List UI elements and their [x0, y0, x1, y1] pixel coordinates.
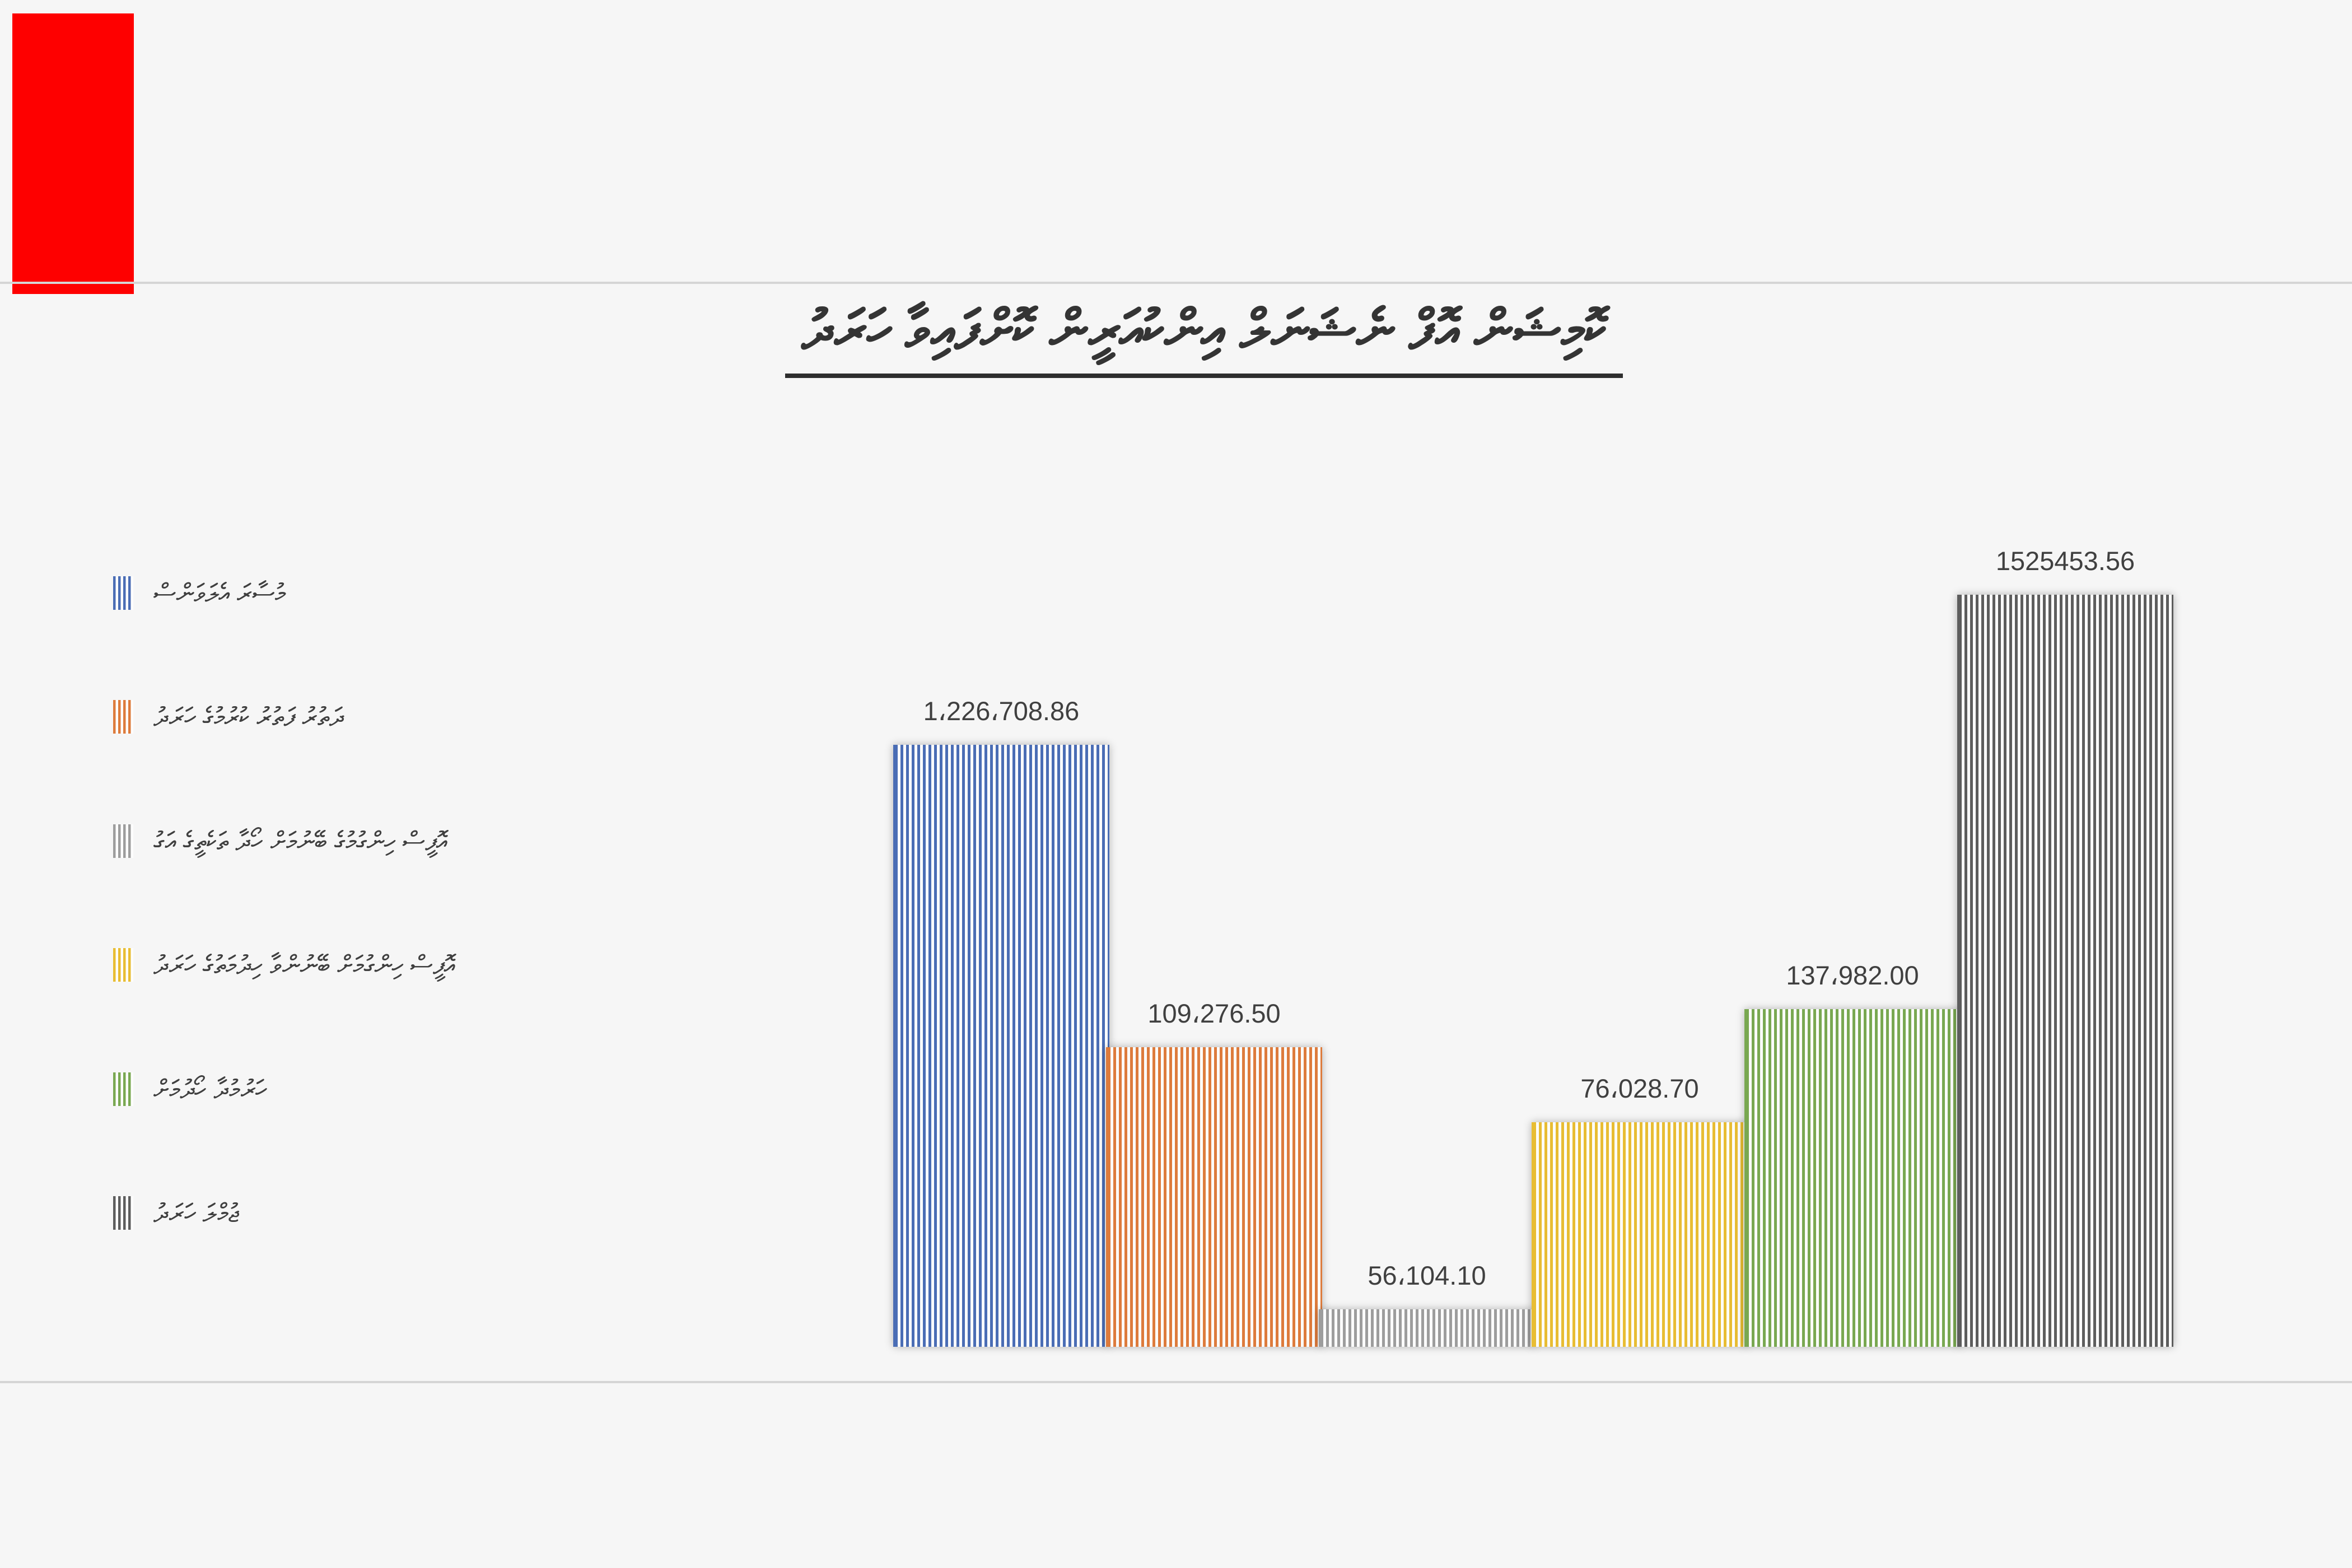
legend-swatch-gray-icon [113, 824, 133, 858]
title-container: ކޮމިޝަން އޮފް ނެޝަނަލް އިންކުއަރީން ކޮށް… [56, 296, 2352, 379]
legend-item-label: ދަތުރު ފަތުރު ކުރުމުގެ ހަރަދު [153, 702, 344, 732]
legend-item: މުސާރަ އެލަވަންސް [113, 576, 286, 610]
legend-item: ދަތުރު ފަތުރު ކުރުމުގެ ހަރަދު [113, 699, 343, 734]
bar-salary-allowance: 1،226،708.86 [893, 696, 1109, 1347]
legend-item-label: އޮފީސް ހިންގުމަށް ބޭނުންވާ ހިދުމަތުގެ ހަ… [153, 950, 455, 980]
legend-item-label: އޮފީސް ހިންގުމުގެ ބޭނުމަށް ހޯދާ ތަކެތީގެ… [153, 826, 447, 856]
legend-swatch-orange-icon [113, 700, 133, 734]
bar-value-label: 76،028.70 [1580, 1074, 1699, 1103]
bottom-divider-line [0, 1381, 2352, 1383]
legend-swatch-green-icon [113, 1072, 133, 1106]
legend-swatch-gold-icon [113, 948, 133, 982]
bar-value-label: 1،226،708.86 [923, 696, 1080, 726]
legend-item: އޮފީސް ހިންގުމުގެ ބޭނުމަށް ހޯދާ ތަކެތީގެ… [113, 824, 447, 858]
bar-value-label: 56،104.10 [1368, 1261, 1486, 1290]
bar-office-supplies: 56،104.10 [1319, 1261, 1535, 1347]
chart-title: ކޮމިޝަން އޮފް ނެޝަނަލް އިންކުއަރީން ކޮށް… [785, 296, 1623, 379]
legend-item: އޮފީސް ހިންގުމަށް ބޭނުންވާ ހިދުމަތުގެ ހަ… [113, 948, 455, 982]
top-divider-line [0, 282, 2352, 284]
bar-travel-expense: 109،276.50 [1106, 998, 1322, 1347]
legend-swatch-blue-icon [113, 576, 133, 610]
legend-item: ހަރުމުދާ ހޯދުމަށް [113, 1072, 266, 1107]
legend-item: ޖުމްލަ ހަރަދު [113, 1196, 239, 1230]
red-highlight-rectangle [12, 13, 134, 294]
legend-item-label: މުސާރަ އެލަވަންސް [153, 578, 286, 608]
legend-item-label: ހަރުމުދާ ހޯދުމަށް [153, 1074, 267, 1104]
bar-value-label: 1525453.56 [1995, 546, 2135, 576]
legend-item-label: ޖުމްލަ ހަރަދު [153, 1198, 239, 1228]
bar-value-label: 137،982.00 [1786, 960, 1919, 990]
bar-office-services: 76،028.70 [1532, 1074, 1748, 1347]
bar-capital-assets: 137،982.00 [1744, 960, 1961, 1347]
bar-value-label: 109،276.50 [1147, 998, 1281, 1028]
legend-swatch-darkgray-icon [113, 1196, 133, 1230]
bar-total-expense: 1525453.56 [1957, 546, 2173, 1347]
